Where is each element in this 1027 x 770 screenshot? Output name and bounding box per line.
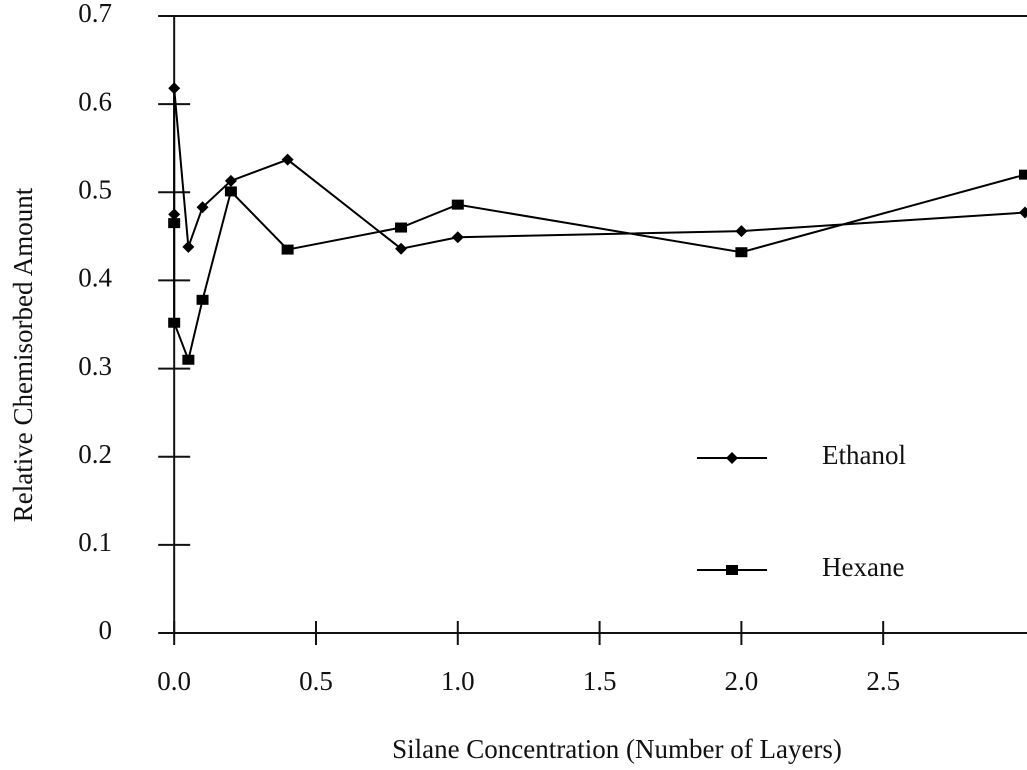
data-point — [281, 153, 294, 166]
x-tick-label: 1.5 — [583, 666, 617, 696]
data-point — [451, 199, 464, 210]
x-tick-label: 0.5 — [299, 666, 333, 696]
data-point — [196, 294, 209, 305]
x-tick-label: 2.5 — [866, 666, 900, 696]
legend-label: Hexane — [822, 552, 904, 582]
y-tick-label: 0.2 — [78, 439, 112, 469]
data-point — [182, 354, 195, 365]
y-tick-label: 0.3 — [78, 351, 112, 381]
x-tick-label: 1.0 — [441, 666, 475, 696]
y-tick-label: 0 — [99, 615, 113, 645]
legend-marker — [726, 452, 738, 464]
data-point — [281, 244, 294, 255]
series-line — [173, 88, 1026, 250]
data-point — [1019, 206, 1027, 219]
data-point — [451, 231, 464, 244]
data-point — [224, 186, 237, 197]
legend-marker — [726, 565, 738, 575]
data-point — [168, 317, 181, 328]
x-tick-label: 0.0 — [157, 666, 191, 696]
data-point — [168, 82, 181, 95]
series-line — [173, 173, 1026, 364]
y-axis-label: Relative Chemisorbed Amount — [8, 187, 38, 522]
y-tick-label: 0.7 — [78, 0, 112, 28]
data-point — [735, 225, 748, 238]
y-tick-label: 0.4 — [78, 263, 112, 293]
data-point — [168, 208, 181, 221]
data-point — [224, 174, 237, 187]
data-point — [395, 242, 408, 255]
data-point — [182, 240, 195, 253]
y-tick-label: 0.1 — [78, 527, 112, 557]
x-axis-label: Silane Concentration (Number of Layers) — [392, 734, 842, 764]
data-point — [395, 222, 408, 233]
data-point — [1019, 169, 1027, 180]
data-point — [168, 218, 181, 229]
legend-label: Ethanol — [822, 440, 906, 470]
y-tick-label: 0.6 — [78, 86, 112, 116]
data-point — [735, 247, 748, 258]
x-tick-label: 2.0 — [725, 666, 759, 696]
y-tick-label: 0.5 — [78, 174, 112, 204]
data-point — [196, 201, 209, 214]
